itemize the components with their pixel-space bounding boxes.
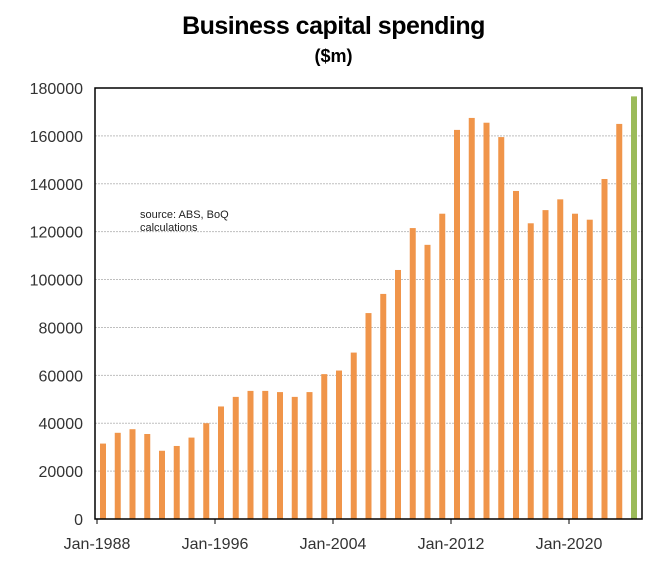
bar-1992 (159, 450, 165, 519)
y-tick-label: 120000 (30, 225, 83, 242)
bar-2000 (277, 392, 283, 519)
bar-2009 (409, 228, 416, 519)
bar-2024 (631, 96, 637, 519)
y-tick-label: 100000 (30, 273, 83, 290)
x-tick-label: Jan-2020 (536, 536, 603, 553)
bar-1990 (129, 429, 136, 519)
bar-1989 (114, 432, 121, 519)
x-tick-label: Jan-1996 (182, 536, 249, 553)
bar-2021 (586, 219, 593, 519)
plot-border (94, 87, 643, 520)
bar-1996 (218, 406, 224, 519)
bar-2001 (291, 396, 298, 519)
x-tick-label: Jan-2004 (300, 536, 367, 553)
x-tick-label: Jan-2012 (418, 536, 485, 553)
bar-2020 (572, 213, 578, 520)
y-tick-label: 20000 (39, 464, 84, 481)
chart-subtitle: ($m) (314, 46, 353, 66)
bar-1988 (100, 443, 106, 519)
bar-1999 (262, 390, 269, 519)
bar-2014 (483, 122, 490, 519)
bar-2004 (336, 370, 342, 519)
bar-2002 (306, 392, 313, 519)
y-tick-label: 80000 (39, 320, 84, 337)
bar-2010 (424, 244, 431, 519)
y-tick-label: 0 (74, 512, 83, 529)
chart-title: Business capital spending (182, 12, 485, 40)
y-tick-label: 180000 (30, 81, 83, 98)
bar-1991 (144, 433, 151, 519)
bar-2017 (527, 223, 534, 519)
bar-1994 (188, 437, 195, 519)
bar-1993 (173, 445, 180, 519)
bar-2005 (350, 352, 357, 519)
bar-2016 (513, 190, 519, 519)
bar-2011 (439, 213, 446, 520)
x-tick-label: Jan-1988 (64, 536, 131, 553)
bar-2018 (542, 210, 549, 519)
bar-2022 (601, 178, 608, 519)
bar-2013 (468, 117, 475, 520)
y-tick-label: 60000 (39, 368, 84, 385)
bar-2023 (616, 123, 623, 520)
bar-2007 (380, 293, 387, 519)
y-tick-label: 140000 (30, 177, 83, 194)
bar-1995 (203, 423, 210, 519)
y-tick-label: 40000 (39, 416, 84, 433)
bar-2008 (395, 269, 401, 519)
bar-2006 (365, 313, 372, 519)
bar-2015 (498, 137, 505, 519)
bar-1998 (247, 390, 254, 519)
bar-2019 (557, 199, 564, 519)
bar-1997 (232, 396, 239, 519)
bar-2012 (454, 129, 460, 519)
source-annotation: source: ABS, BoQ calculations (140, 209, 229, 234)
bar-2003 (321, 374, 328, 519)
y-tick-label: 160000 (30, 129, 83, 146)
